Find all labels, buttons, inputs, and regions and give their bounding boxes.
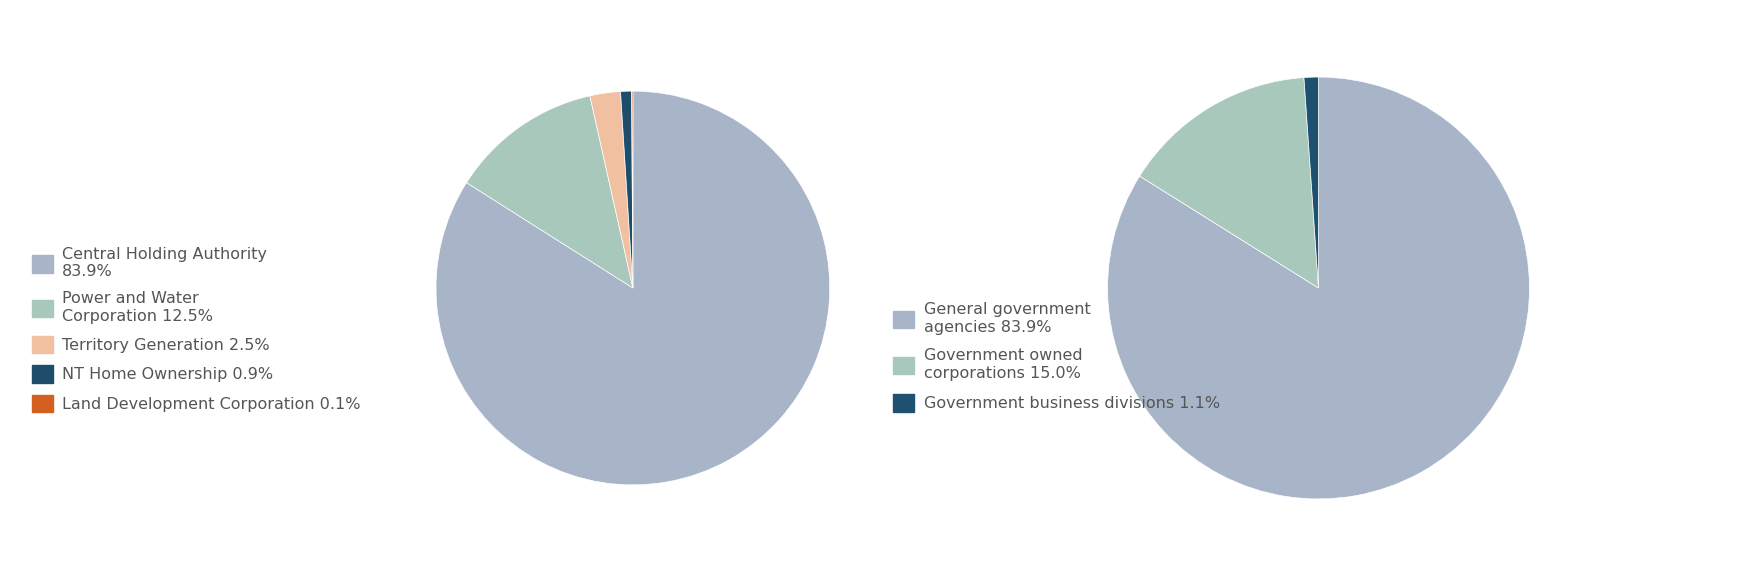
Wedge shape [1139, 78, 1318, 288]
Wedge shape [466, 96, 633, 288]
Wedge shape [590, 92, 633, 288]
Wedge shape [1107, 77, 1529, 499]
Wedge shape [620, 91, 633, 288]
Legend: Central Holding Authority
83.9%, Power and Water
Corporation 12.5%, Territory Ge: Central Holding Authority 83.9%, Power a… [26, 241, 367, 418]
Wedge shape [436, 91, 829, 485]
Legend: General government
agencies 83.9%, Government owned
corporations 15.0%, Governme: General government agencies 83.9%, Gover… [887, 296, 1226, 418]
Wedge shape [1304, 77, 1318, 288]
